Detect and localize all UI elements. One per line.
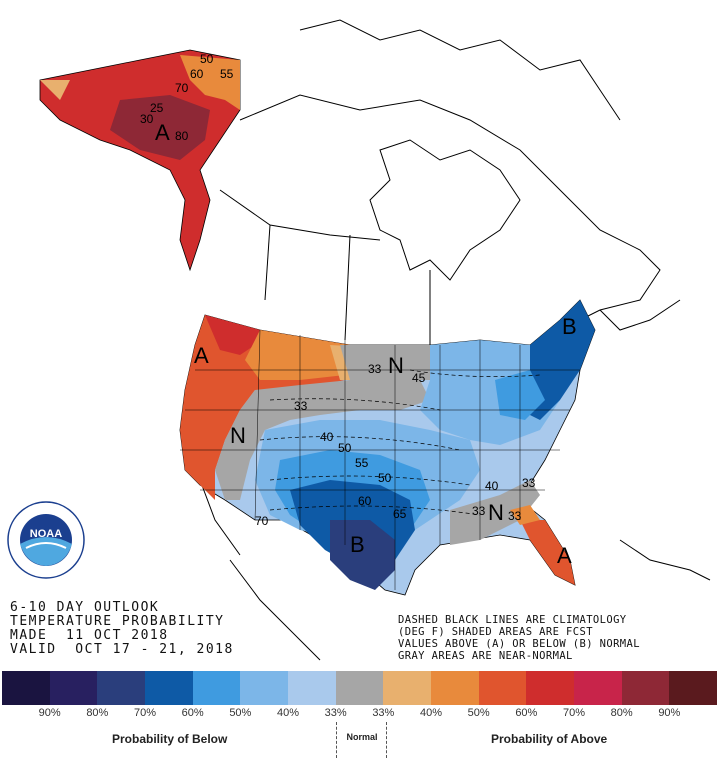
- legend-percent-label: 90%: [658, 707, 681, 719]
- legend-percent-label: 60%: [515, 707, 538, 719]
- legend-percent-label: 40%: [419, 707, 443, 719]
- legend-swatch: [431, 671, 479, 705]
- legend-swatch: [97, 671, 146, 705]
- issue-date: MADE 11 OCT 2018: [10, 628, 169, 643]
- below-label-northeast: B: [562, 314, 577, 339]
- contour-label: 50: [200, 52, 214, 66]
- note-line-2: (DEG F) SHADED AREAS ARE FCST: [398, 626, 593, 638]
- legend-swatch: [383, 671, 432, 705]
- legend-percent-label: 80%: [86, 707, 109, 719]
- normal-label-nw: N: [230, 423, 246, 448]
- svg-text:NOAA: NOAA: [30, 528, 62, 540]
- legend-swatch: [335, 671, 384, 705]
- normal-label-north: N: [388, 353, 404, 378]
- normal-divider-right: [386, 722, 387, 758]
- contour-label: 25: [150, 101, 164, 115]
- below-label-texas: B: [350, 532, 365, 557]
- legend-percent-label: 60%: [181, 707, 204, 719]
- contour-label: 55: [220, 67, 234, 81]
- legend-swatch: [240, 671, 289, 705]
- probability-legend-bar: [2, 671, 718, 705]
- contour-label: 33: [294, 399, 308, 413]
- above-label-alaska: A: [155, 120, 170, 145]
- legend-percent-label: 40%: [276, 707, 300, 719]
- legend-normal-title: Normal: [346, 732, 378, 742]
- outlook-title: 6-10 DAY OUTLOOK: [10, 600, 160, 615]
- noaa-logo: NOAA: [7, 501, 85, 579]
- legend-swatch: [192, 671, 241, 705]
- legend-percent-label: 50%: [229, 707, 252, 719]
- legend-swatch: [669, 671, 718, 705]
- legend-swatch: [478, 671, 527, 705]
- legend-swatch: [526, 671, 575, 705]
- note-line-1: DASHED BLACK LINES ARE CLIMATOLOGY: [398, 614, 627, 626]
- legend-below-title: Probability of Below: [112, 732, 228, 746]
- valid-dates: VALID OCT 17 - 21, 2018: [10, 642, 234, 657]
- legend-swatch: [574, 671, 622, 705]
- above-label-west: A: [194, 343, 209, 368]
- legend-swatch: [145, 671, 193, 705]
- legend-swatch: [2, 671, 50, 705]
- note-line-3: VALUES ABOVE (A) OR BELOW (B) NORMAL: [398, 638, 640, 650]
- legend-percent-label: 33%: [324, 707, 347, 719]
- contour-label: 33: [508, 509, 522, 523]
- legend-percent-label: 80%: [610, 707, 633, 719]
- contour-label: 70: [175, 81, 189, 95]
- contour-label: 60: [190, 67, 204, 81]
- legend-swatch: [288, 671, 336, 705]
- normal-divider-left: [336, 722, 337, 758]
- contour-label: 60: [358, 494, 372, 508]
- contour-label: 30: [140, 112, 154, 126]
- contour-label: 40: [320, 430, 334, 444]
- legend-percent-label: 50%: [467, 707, 490, 719]
- contour-label: 45: [412, 371, 426, 385]
- contour-label: 40: [485, 479, 499, 493]
- legend-percent-label: 70%: [133, 707, 157, 719]
- contour-label: 50: [378, 471, 392, 485]
- contour-label: 80: [175, 129, 189, 143]
- legend-percent-label: 90%: [38, 707, 61, 719]
- above-label-florida: A: [557, 543, 572, 568]
- normal-label-se: N: [488, 500, 504, 525]
- contour-label: 70: [255, 514, 269, 528]
- legend-percent-label: 70%: [562, 707, 586, 719]
- contour-label: 55: [355, 456, 369, 470]
- contour-label: 33: [472, 504, 486, 518]
- legend-swatch: [49, 671, 98, 705]
- outlook-subtitle: TEMPERATURE PROBABILITY: [10, 614, 225, 629]
- legend-above-title: Probability of Above: [491, 732, 608, 746]
- contour-label: 33: [368, 362, 382, 376]
- legend-swatch: [621, 671, 670, 705]
- contour-label: 33: [522, 476, 536, 490]
- alaska-region: [39, 49, 241, 272]
- outlook-map: 50 60 55 70 25 30 80 33 40 45 50 55 50 6…: [39, 19, 711, 661]
- contour-label: 50: [338, 441, 352, 455]
- contour-label: 65: [393, 507, 407, 521]
- legend-percent-label: 33%: [372, 707, 395, 719]
- note-line-4: GRAY AREAS ARE NEAR-NORMAL: [398, 650, 573, 662]
